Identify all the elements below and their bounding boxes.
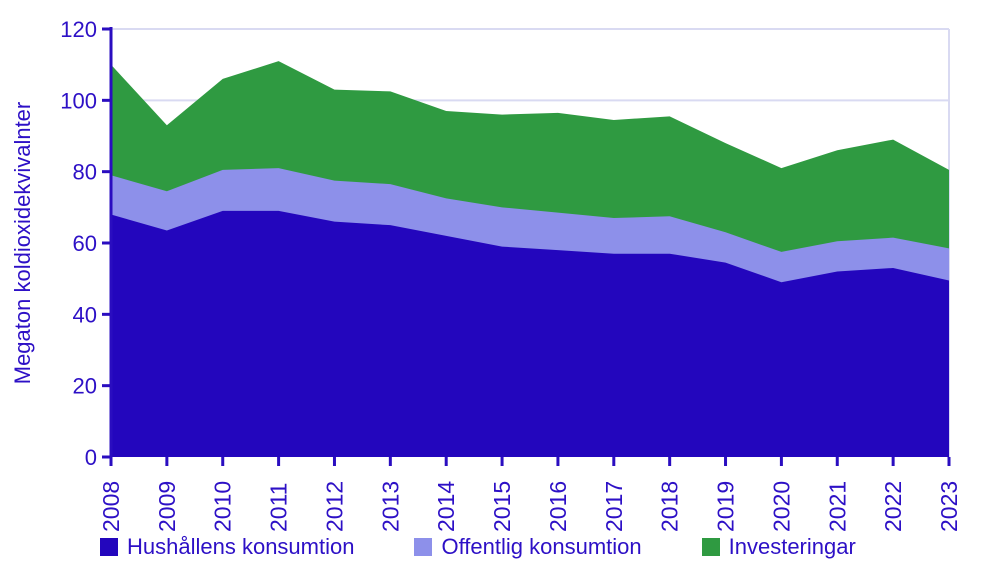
x-tick-label-2010: 2010 <box>210 481 236 532</box>
x-tick-label-2011: 2011 <box>266 483 292 532</box>
legend-label-investeringar: Investeringar <box>728 534 856 559</box>
y-tick-label-60: 60 <box>73 231 97 256</box>
legend-item-hushallens-konsumtion: Hushållens konsumtion <box>100 536 354 558</box>
x-tick-label-2017: 2017 <box>601 481 627 532</box>
x-tick-label-2008: 2008 <box>98 481 124 532</box>
x-tick-label-2020: 2020 <box>768 481 794 532</box>
legend-item-investeringar: Investeringar <box>701 534 856 559</box>
y-tick-label-80: 80 <box>73 160 97 185</box>
x-tick-label-2013: 2013 <box>377 481 403 532</box>
y-tick-label-20: 20 <box>73 374 97 399</box>
legend-label-hushallens: Hushållens konsumtion <box>127 534 355 559</box>
y-axis-title: Megaton koldioxidekvivalnter <box>10 102 35 385</box>
y-tick-label-120: 120 <box>60 17 97 42</box>
legend-item-offentlig-konsumtion: Offentlig konsumtion <box>414 534 642 559</box>
x-tick-label-2014: 2014 <box>433 481 459 532</box>
area-series-1 <box>111 210 949 457</box>
y-tick-label-40: 40 <box>73 302 97 327</box>
x-tick-label-2012: 2012 <box>321 481 347 532</box>
x-tick-label-2015: 2015 <box>489 481 515 532</box>
y-tick-label-0: 0 <box>85 445 97 470</box>
legend-swatch-investeringar-icon <box>701 538 720 556</box>
y-tick-label-100: 100 <box>60 88 97 113</box>
x-tick-label-2009: 2009 <box>154 481 180 532</box>
x-tick-label-2023: 2023 <box>936 481 962 532</box>
legend: Hushållens konsumtion Offentlig konsumti… <box>100 536 856 558</box>
x-tick-label-2018: 2018 <box>657 481 683 532</box>
legend-swatch-offentlig-icon <box>414 538 433 556</box>
x-tick-label-2021: 2021 <box>824 481 850 532</box>
x-tick-label-2022: 2022 <box>880 481 906 532</box>
legend-swatch-hushallens-icon <box>100 538 118 556</box>
legend-label-offentlig: Offentlig konsumtion <box>441 534 642 559</box>
x-tick-label-2019: 2019 <box>713 481 739 532</box>
x-tick-label-2016: 2016 <box>545 481 571 532</box>
